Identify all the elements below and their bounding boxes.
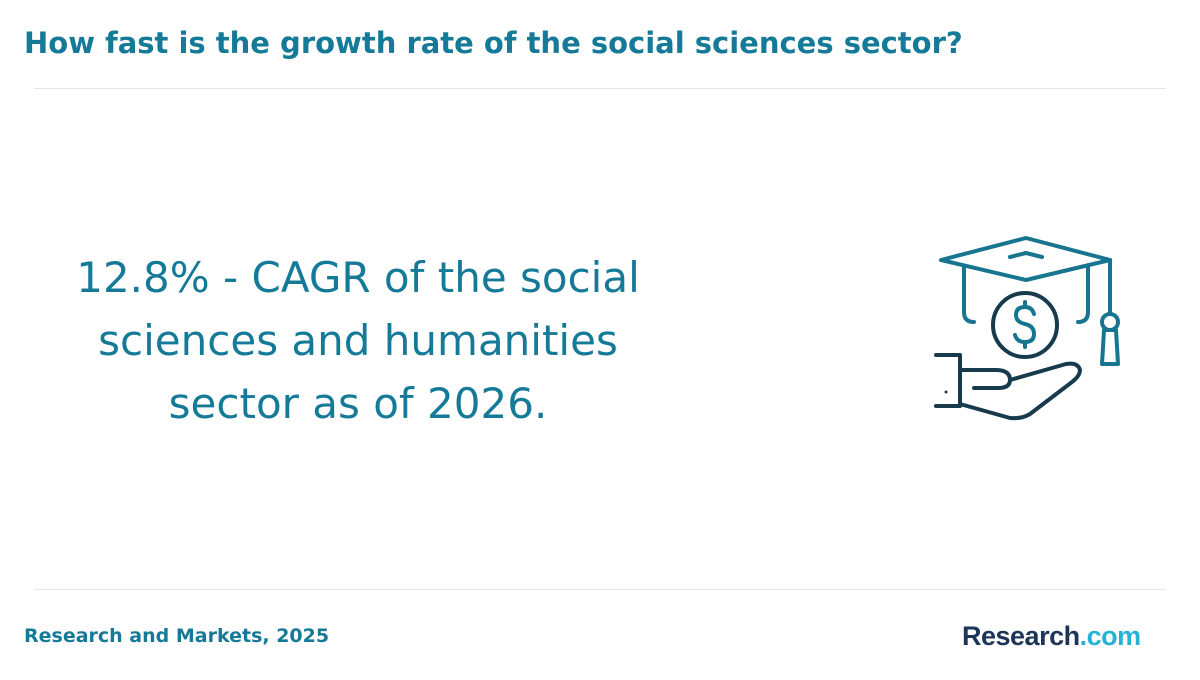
research-com-logo[interactable]: Research.com bbox=[962, 618, 1141, 654]
top-divider bbox=[34, 88, 1166, 89]
logo-wordmark: Research bbox=[962, 621, 1080, 651]
graduation-cap-coin-hand-icon bbox=[926, 226, 1130, 430]
bottom-divider bbox=[34, 589, 1166, 590]
logo-domain-suffix: .com bbox=[1079, 621, 1142, 651]
stat-text: 12.8% - CAGR of the social sciences and … bbox=[76, 253, 640, 428]
source-text: Research and Markets, 2025 bbox=[24, 625, 330, 647]
page-title: How fast is the growth rate of the socia… bbox=[24, 26, 963, 60]
